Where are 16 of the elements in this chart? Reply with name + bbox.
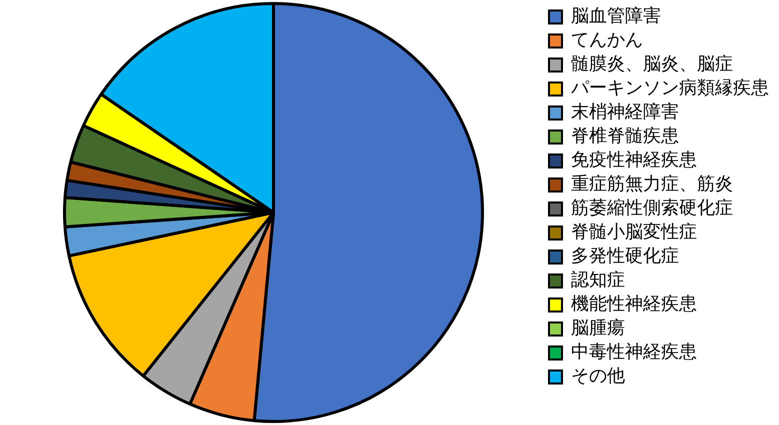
- legend-label: 免疫性神経疾患: [571, 150, 697, 171]
- legend-label: 脳腫瘍: [571, 318, 625, 339]
- legend-label: 筋萎縮性側索硬化症: [571, 198, 733, 219]
- legend-label: その他: [571, 366, 625, 387]
- legend-label: 中毒性神経疾患: [571, 342, 697, 363]
- legend-label: 認知症: [571, 270, 625, 291]
- legend-label: 多発性硬化症: [571, 246, 679, 267]
- legend-label: 脳血管障害: [571, 6, 661, 27]
- legend-label: 機能性神経疾患: [571, 294, 697, 315]
- legend-label: 脊椎脊髄疾患: [571, 126, 679, 147]
- legend-label: てんかん: [571, 30, 643, 51]
- legend-label: 髄膜炎、脳炎、脳症: [571, 54, 733, 75]
- legend-label: パーキンソン病類縁疾患: [570, 78, 769, 99]
- legend-label: 末梢神経障害: [571, 102, 679, 123]
- legend-label: 重症筋無力症、筋炎: [571, 174, 733, 195]
- legend-label: 脊髄小脳変性症: [571, 222, 697, 243]
